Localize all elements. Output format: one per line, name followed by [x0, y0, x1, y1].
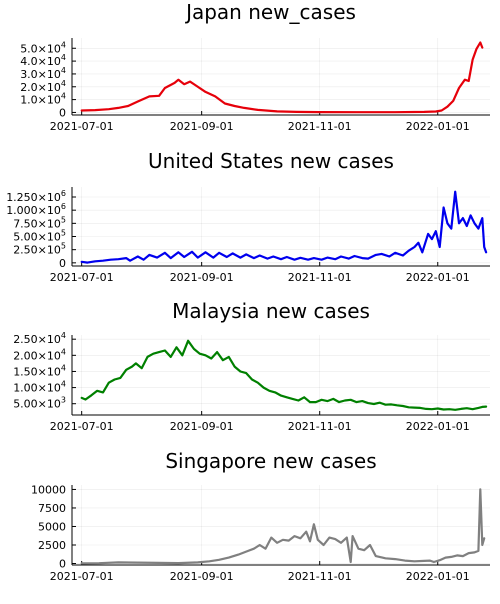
y-tick-label: 1.250×106 [6, 189, 66, 204]
y-tick-label: 0 [59, 558, 66, 571]
x-tick-label: 2021-11-01 [288, 570, 352, 583]
series-line [80, 41, 484, 114]
y-tick-label: 5.00×103 [13, 396, 66, 411]
x-tick-label: 2022-01-01 [406, 271, 470, 284]
chart-title: Japan new_cases [184, 0, 356, 24]
y-tick-label: 1.00×104 [13, 380, 66, 395]
y-tick-label: 1.000×106 [6, 202, 66, 217]
series-line [80, 339, 488, 411]
chart-title: Malaysia new cases [172, 299, 370, 323]
x-tick-label: 2022-01-01 [406, 570, 470, 583]
chart-title: Singapore new cases [165, 449, 376, 473]
x-tick-label: 2021-09-01 [170, 420, 234, 433]
y-tick-label: 0 [59, 257, 66, 270]
x-tick-label: 2021-09-01 [170, 570, 234, 583]
y-tick-label: 0 [59, 106, 66, 119]
y-tick-label: 4.0×104 [20, 53, 66, 68]
y-tick-label: 2.50×105 [13, 242, 66, 257]
y-tick-label: 2.0×104 [20, 79, 66, 94]
y-tick-label: 7500 [38, 502, 66, 515]
y-tick-label: 7.50×105 [13, 215, 66, 230]
y-tick-label: 1.0×104 [20, 92, 66, 107]
series-line [80, 488, 486, 565]
panel-2: Malaysia new cases 2021-07-01 2021-09-01 20… [13, 299, 490, 433]
x-tick-label: 2021-11-01 [288, 420, 352, 433]
panel-1: United States new cases 2021-07-01 2021-09… [6, 149, 490, 284]
x-tick-label: 2021-07-01 [50, 420, 114, 433]
x-tick-label: 2021-07-01 [50, 120, 114, 133]
y-tick-label: 2500 [38, 539, 66, 552]
y-tick-label: 10000 [31, 483, 66, 496]
y-tick-label: 5.0×104 [20, 40, 66, 55]
y-tick-label: 1.50×104 [13, 363, 66, 378]
x-tick-label: 2022-01-01 [406, 420, 470, 433]
y-tick-label: 3.0×104 [20, 66, 66, 81]
x-tick-label: 2021-07-01 [50, 570, 114, 583]
chart-title: United States new cases [148, 149, 394, 173]
x-tick-label: 2021-09-01 [170, 120, 234, 133]
x-tick-label: 2022-01-01 [406, 120, 470, 133]
y-tick-label: 2.50×104 [13, 331, 66, 346]
panel-0: Japan new_cases 2021-07-01 2021-09-01 2021-… [20, 0, 490, 133]
y-tick-label: 5.00×105 [13, 229, 66, 244]
x-tick-label: 2021-09-01 [170, 271, 234, 284]
x-tick-label: 2021-11-01 [288, 271, 352, 284]
y-tick-label: 5000 [38, 520, 66, 533]
y-tick-label: 2.00×104 [13, 347, 66, 362]
panel-3: Singapore new cases 2021-07-01 2021-09-01 2… [31, 449, 490, 583]
x-tick-label: 2021-07-01 [50, 271, 114, 284]
series-line [80, 190, 488, 264]
x-tick-label: 2021-11-01 [288, 120, 352, 133]
